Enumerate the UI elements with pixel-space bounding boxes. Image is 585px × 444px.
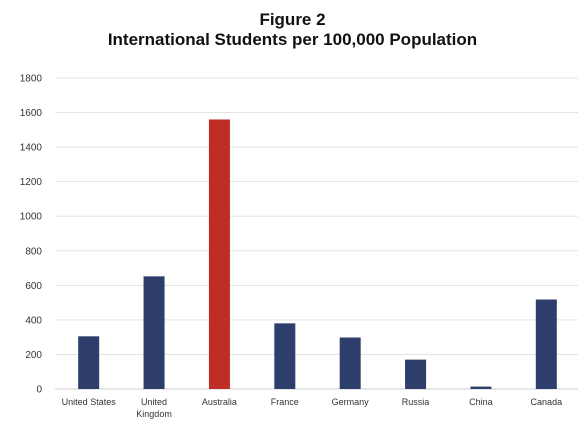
y-tick-label: 1800 [20,74,43,85]
x-tick-label: Australia [202,397,237,407]
y-tick-label: 1600 [20,108,43,119]
y-tick-label: 1000 [20,212,43,223]
bar-france [274,323,296,389]
y-tick-label: 200 [25,350,42,361]
y-tick-label: 400 [25,315,42,326]
y-tick-label: 0 [36,385,42,396]
bar-germany [339,337,361,389]
bar-china [470,386,492,389]
y-tick-label: 800 [25,246,42,257]
bar-canada [535,299,557,389]
chart-title: Figure 2 [259,10,326,29]
chart-title-block: Figure 2 International Students per 100,… [0,10,585,49]
chart-subtitle: International Students per 100,000 Popul… [107,29,478,49]
y-tick-label: 600 [25,281,42,292]
x-tick-label: United Kingdom [136,397,172,419]
x-tick-label: China [469,397,493,407]
bar-united-kingdom [143,276,165,389]
x-tick-label: France [271,397,299,407]
bar-australia [208,119,230,389]
x-tick-label: Russia [402,397,430,407]
bar-united-states [78,336,100,389]
y-tick-label: 1400 [20,143,43,154]
x-tick-label: United States [62,397,117,407]
x-tick-label: Germany [332,397,370,407]
bar-russia [405,359,427,389]
y-tick-label: 1200 [20,177,43,188]
x-tick-label: Canada [531,397,563,407]
